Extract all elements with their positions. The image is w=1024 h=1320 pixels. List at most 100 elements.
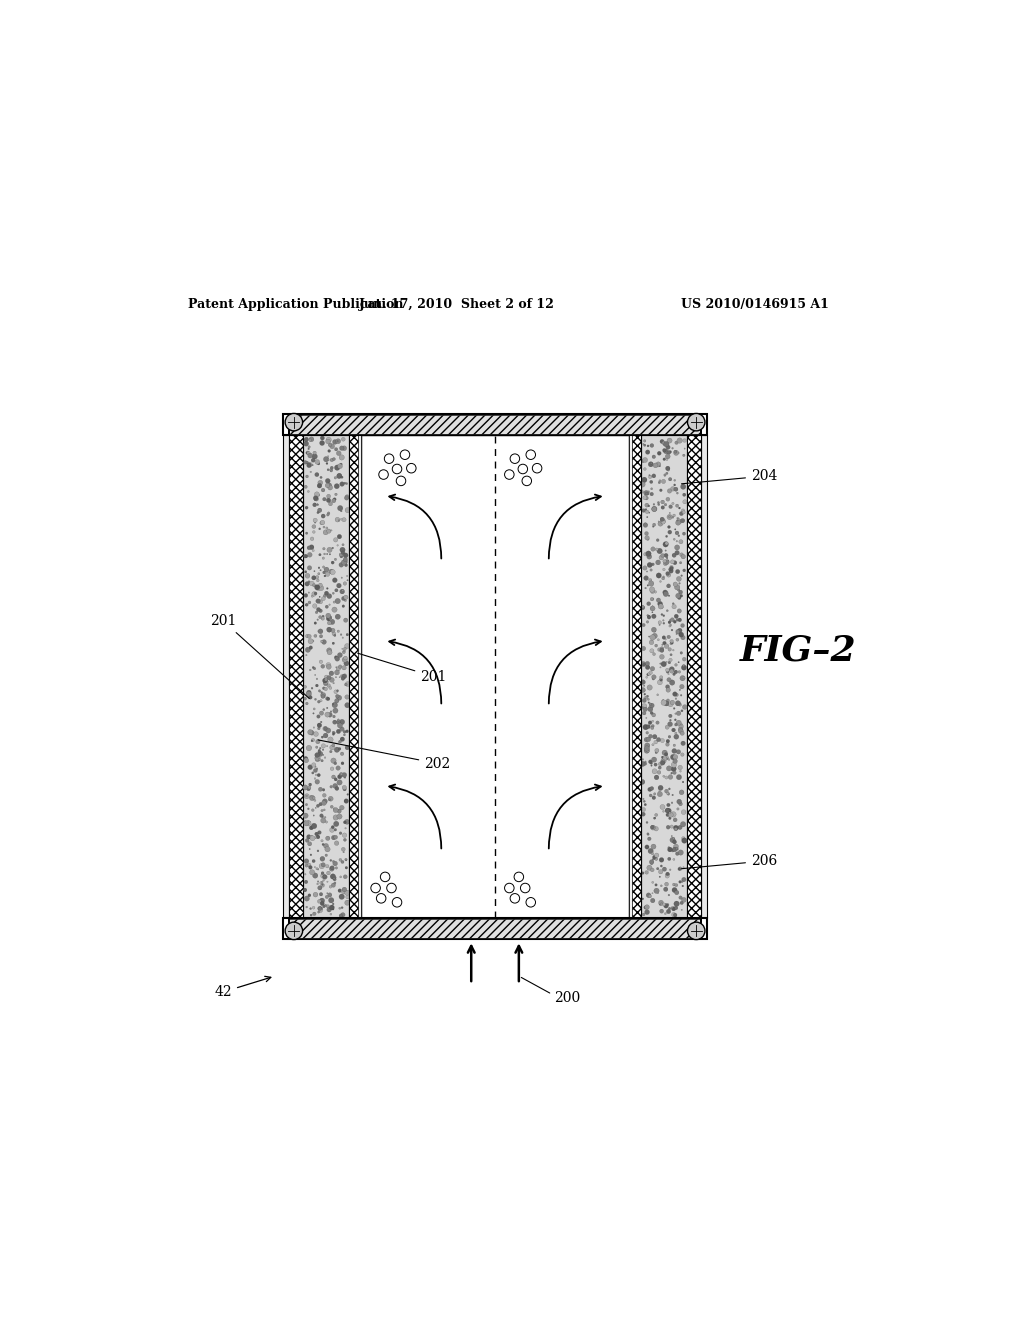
Circle shape xyxy=(640,688,645,693)
Circle shape xyxy=(658,900,664,906)
Circle shape xyxy=(330,866,334,870)
Circle shape xyxy=(673,818,677,822)
Circle shape xyxy=(648,760,652,764)
Circle shape xyxy=(331,741,332,742)
Circle shape xyxy=(337,719,340,721)
Circle shape xyxy=(312,454,317,459)
Circle shape xyxy=(675,713,677,714)
Circle shape xyxy=(345,858,347,861)
Circle shape xyxy=(641,661,646,667)
Bar xyxy=(629,434,632,919)
Circle shape xyxy=(328,450,331,453)
Circle shape xyxy=(665,503,667,506)
Circle shape xyxy=(670,653,672,656)
Circle shape xyxy=(312,912,316,916)
Circle shape xyxy=(653,793,655,795)
Circle shape xyxy=(656,867,659,870)
Circle shape xyxy=(652,598,654,599)
Circle shape xyxy=(651,611,653,612)
Circle shape xyxy=(666,702,670,706)
Circle shape xyxy=(326,697,329,701)
Circle shape xyxy=(312,583,315,587)
Bar xyxy=(289,919,701,939)
Circle shape xyxy=(646,717,647,718)
Circle shape xyxy=(327,548,332,553)
Circle shape xyxy=(678,825,682,829)
Circle shape xyxy=(309,747,311,748)
Circle shape xyxy=(673,847,677,851)
Circle shape xyxy=(304,554,308,558)
Circle shape xyxy=(676,711,681,715)
Circle shape xyxy=(308,591,309,593)
Circle shape xyxy=(323,678,329,684)
Circle shape xyxy=(647,833,649,836)
Circle shape xyxy=(334,558,337,561)
Circle shape xyxy=(647,554,651,560)
Circle shape xyxy=(643,467,646,470)
Circle shape xyxy=(673,840,677,843)
Circle shape xyxy=(345,483,348,484)
Circle shape xyxy=(658,620,662,624)
Circle shape xyxy=(662,661,667,667)
Circle shape xyxy=(659,667,662,668)
Circle shape xyxy=(659,903,662,906)
Circle shape xyxy=(317,907,322,911)
Circle shape xyxy=(642,508,645,512)
Circle shape xyxy=(336,667,337,668)
Circle shape xyxy=(676,750,681,754)
Circle shape xyxy=(332,733,335,735)
Circle shape xyxy=(307,808,309,809)
Circle shape xyxy=(682,511,685,513)
Circle shape xyxy=(668,531,672,535)
Circle shape xyxy=(645,661,649,665)
Circle shape xyxy=(345,900,350,906)
Circle shape xyxy=(676,569,680,574)
Circle shape xyxy=(670,565,673,569)
Circle shape xyxy=(656,738,660,742)
Circle shape xyxy=(312,603,317,609)
Circle shape xyxy=(668,722,673,726)
Circle shape xyxy=(306,795,307,797)
Circle shape xyxy=(332,607,337,612)
Circle shape xyxy=(672,748,677,754)
Circle shape xyxy=(666,725,670,729)
Circle shape xyxy=(660,614,663,615)
Circle shape xyxy=(672,447,674,449)
Circle shape xyxy=(675,891,679,895)
Circle shape xyxy=(673,692,677,697)
Circle shape xyxy=(673,649,674,651)
Circle shape xyxy=(328,459,330,461)
Circle shape xyxy=(314,800,316,801)
Circle shape xyxy=(327,664,331,669)
Circle shape xyxy=(323,557,325,560)
Circle shape xyxy=(678,618,682,622)
Circle shape xyxy=(340,634,342,635)
Circle shape xyxy=(649,859,654,865)
Circle shape xyxy=(647,865,652,870)
Circle shape xyxy=(338,463,342,469)
Circle shape xyxy=(647,585,648,586)
Circle shape xyxy=(678,661,679,663)
Circle shape xyxy=(322,640,327,644)
Circle shape xyxy=(317,573,319,576)
Circle shape xyxy=(323,515,325,517)
Circle shape xyxy=(679,582,680,585)
Circle shape xyxy=(321,436,325,440)
Circle shape xyxy=(323,572,326,574)
Circle shape xyxy=(678,597,681,599)
Circle shape xyxy=(333,578,337,582)
Circle shape xyxy=(675,531,679,535)
Circle shape xyxy=(323,748,324,751)
Circle shape xyxy=(645,450,650,454)
Circle shape xyxy=(327,676,331,680)
Circle shape xyxy=(671,801,673,804)
Circle shape xyxy=(314,496,318,502)
Circle shape xyxy=(510,894,519,903)
Circle shape xyxy=(667,766,672,771)
Circle shape xyxy=(645,696,648,700)
Circle shape xyxy=(671,754,676,760)
Circle shape xyxy=(677,519,682,524)
Circle shape xyxy=(645,492,648,495)
Circle shape xyxy=(314,585,319,590)
Circle shape xyxy=(315,739,321,744)
